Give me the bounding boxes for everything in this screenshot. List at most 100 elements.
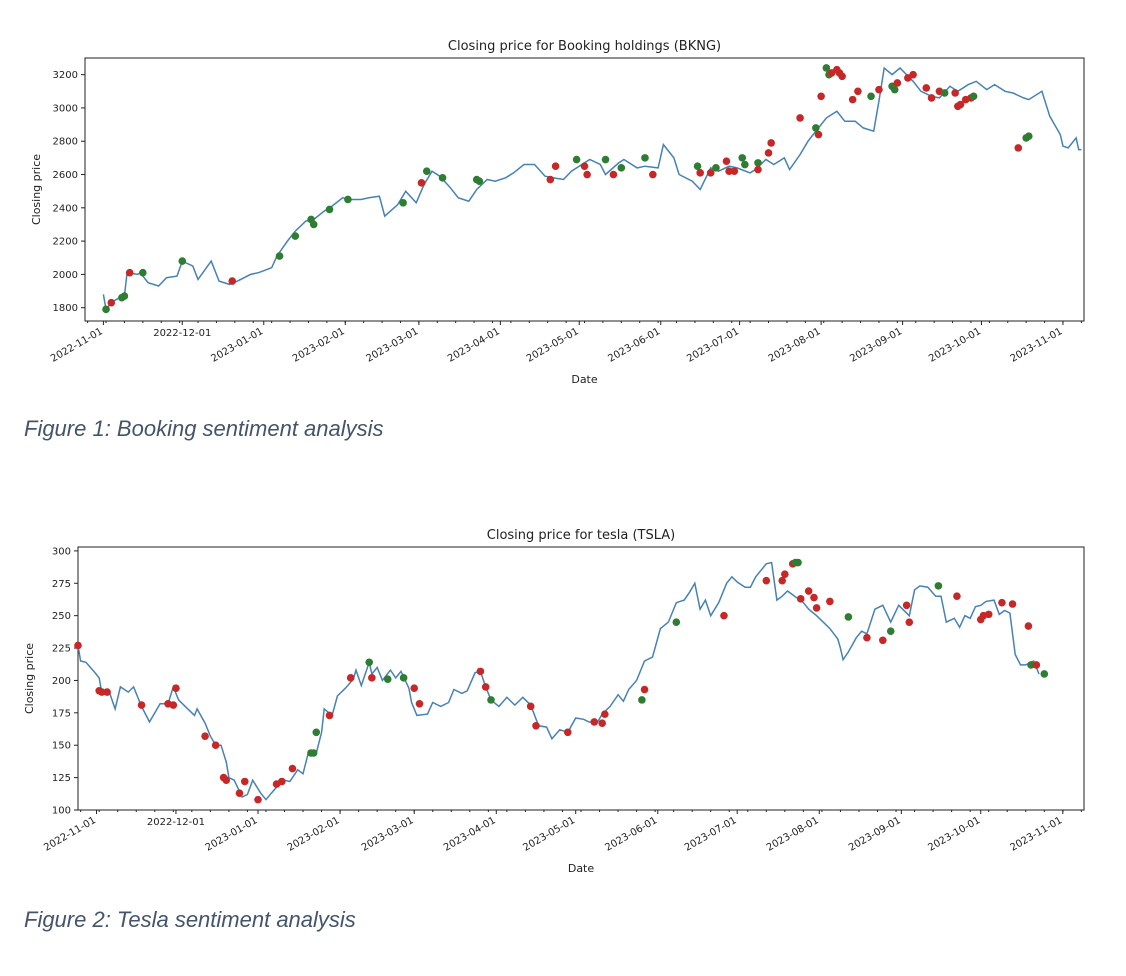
positive-sentiment-marker <box>1027 661 1035 669</box>
negative-sentiment-marker <box>796 595 805 603</box>
positive-sentiment-marker <box>738 154 747 162</box>
positive-sentiment-marker <box>601 155 610 164</box>
positive-sentiment-marker <box>886 627 895 636</box>
negative-sentiment-marker <box>854 87 862 96</box>
negative-sentiment-marker <box>826 597 834 606</box>
x-tick-label: 2023-05-01 <box>525 326 581 365</box>
negative-sentiment-marker <box>169 701 178 709</box>
y-tick-label: 2600 <box>53 170 78 181</box>
y-tick-label: 225 <box>52 644 71 655</box>
negative-sentiment-marker <box>893 79 902 87</box>
negative-sentiment-marker <box>601 710 609 718</box>
negative-sentiment-marker <box>551 162 560 170</box>
positive-sentiment-marker <box>741 160 749 169</box>
negative-sentiment-marker <box>879 636 887 645</box>
y-axis-label: Closing price <box>23 643 36 714</box>
x-tick-label: 2023-07-01 <box>683 815 739 854</box>
positive-sentiment-marker <box>383 675 392 683</box>
negative-sentiment-marker <box>201 732 209 740</box>
negative-sentiment-marker <box>417 179 426 187</box>
positive-sentiment-marker <box>867 92 875 101</box>
positive-sentiment-marker <box>487 696 495 704</box>
negative-sentiment-marker <box>580 162 589 170</box>
positive-sentiment-marker <box>422 167 431 175</box>
y-tick-label: 125 <box>52 773 71 784</box>
negative-sentiment-marker <box>956 100 965 109</box>
negative-sentiment-marker <box>725 167 733 175</box>
negative-sentiment-marker <box>1024 622 1033 630</box>
positive-sentiment-marker <box>812 124 820 132</box>
negative-sentiment-marker <box>325 711 334 720</box>
positive-sentiment-marker <box>1040 670 1049 678</box>
x-tick-label: 2023-09-01 <box>847 815 903 854</box>
negative-sentiment-marker <box>730 167 739 175</box>
figure-1-caption: Figure 1: Booking sentiment analysis <box>24 416 384 441</box>
positive-sentiment-marker <box>344 195 352 204</box>
x-tick-label: 2023-05-01 <box>521 815 577 854</box>
positive-sentiment-marker <box>638 696 646 704</box>
y-tick-label: 2000 <box>53 270 78 281</box>
negative-sentiment-marker <box>278 777 286 786</box>
negative-sentiment-marker <box>781 570 789 579</box>
x-tick-label: 2023-10-01 <box>926 815 982 854</box>
negative-sentiment-marker <box>927 94 936 102</box>
negative-sentiment-marker <box>172 684 180 693</box>
y-tick-label: 250 <box>52 611 71 622</box>
negative-sentiment-marker <box>103 688 111 696</box>
negative-sentiment-marker <box>368 674 376 682</box>
positive-sentiment-marker <box>438 174 447 182</box>
negative-sentiment-marker <box>863 633 871 642</box>
negative-sentiment-marker <box>98 688 106 696</box>
negative-sentiment-marker <box>838 72 846 81</box>
negative-sentiment-marker <box>526 702 535 711</box>
positive-sentiment-marker <box>102 305 110 314</box>
x-tick-label: 2022-11-01 <box>42 815 98 854</box>
negative-sentiment-marker <box>778 576 786 585</box>
negative-sentiment-marker <box>754 165 762 174</box>
positive-sentiment-marker <box>617 164 626 172</box>
positive-sentiment-marker <box>822 64 831 72</box>
negative-sentiment-marker <box>875 85 883 94</box>
x-tick-label: 2023-04-01 <box>446 326 502 365</box>
x-tick-label: 2023-06-01 <box>603 815 659 854</box>
negative-sentiment-marker <box>814 130 823 139</box>
positive-sentiment-marker <box>475 177 484 185</box>
x-tick-label: 2022-11-01 <box>49 326 105 365</box>
negative-sentiment-marker <box>609 170 618 179</box>
negative-sentiment-marker <box>228 277 237 285</box>
negative-sentiment-marker <box>410 684 419 693</box>
negative-sentiment-marker <box>583 170 591 179</box>
y-tick-label: 175 <box>52 708 71 719</box>
negative-sentiment-marker <box>706 169 715 177</box>
negative-sentiment-marker <box>804 587 813 595</box>
negative-sentiment-marker <box>1014 144 1023 152</box>
positive-sentiment-marker <box>325 205 334 214</box>
positive-sentiment-marker <box>693 162 702 170</box>
positive-sentiment-marker <box>1024 132 1033 141</box>
negative-sentiment-marker <box>905 618 914 626</box>
negative-sentiment-marker <box>696 169 704 177</box>
x-axis-label: Date <box>568 862 595 875</box>
x-tick-label: 2022-12-01 <box>147 817 205 828</box>
negative-sentiment-marker <box>640 685 649 694</box>
positive-sentiment-marker <box>934 582 943 590</box>
negative-sentiment-marker <box>812 604 821 612</box>
x-tick-label: 2023-04-01 <box>442 815 498 854</box>
x-tick-label: 2023-03-01 <box>365 326 421 365</box>
positive-sentiment-marker <box>844 613 853 621</box>
plot-frame <box>77 546 1085 811</box>
positive-sentiment-marker <box>399 674 408 682</box>
negative-sentiment-marker <box>767 139 775 147</box>
chart-title: Closing price for tesla (TSLA) <box>487 528 676 543</box>
x-tick-label: 2023-11-01 <box>1008 815 1064 854</box>
x-tick-label: 2023-07-01 <box>685 326 741 365</box>
y-tick-label: 275 <box>52 579 71 590</box>
negative-sentiment-marker <box>649 170 657 179</box>
positive-sentiment-marker <box>754 159 762 167</box>
figure-2-caption: Figure 2: Tesla sentiment analysis <box>24 907 356 932</box>
y-tick-label: 300 <box>52 546 71 557</box>
positive-sentiment-marker <box>309 749 318 757</box>
negative-sentiment-marker <box>107 298 116 307</box>
positive-sentiment-marker <box>969 92 978 101</box>
negative-sentiment-marker <box>532 721 540 730</box>
